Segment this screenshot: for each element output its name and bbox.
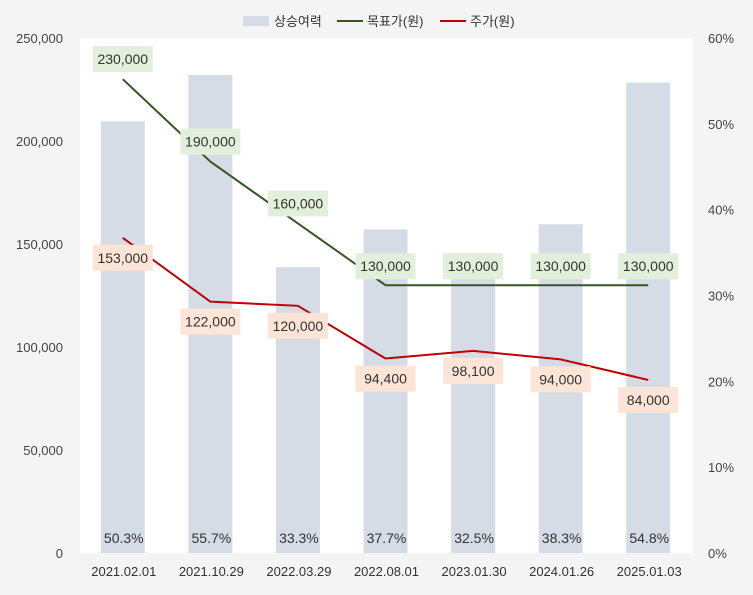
right-tick-label: 30% bbox=[708, 289, 734, 304]
target-price-label-bg bbox=[92, 46, 153, 73]
target-price-label: 130,000 bbox=[530, 253, 591, 280]
category-label: 2022.03.29 bbox=[266, 564, 331, 579]
stock-price-label-text: 94,400 bbox=[364, 371, 407, 387]
stock-price-label-text: 98,100 bbox=[452, 363, 495, 379]
target-price-label-text: 130,000 bbox=[535, 258, 586, 274]
stock-price-label-bg bbox=[267, 312, 328, 339]
stock-price-label: 153,000 bbox=[92, 244, 153, 271]
pct-label: 54.8% bbox=[629, 530, 669, 546]
stock-price-label: 122,000 bbox=[180, 308, 241, 335]
stock-price-label-bg bbox=[443, 357, 504, 384]
target-price-label: 190,000 bbox=[180, 128, 241, 155]
target-price-label: 160,000 bbox=[267, 190, 328, 217]
pct-label: 33.3% bbox=[279, 530, 319, 546]
stock-price-label: 120,000 bbox=[267, 312, 328, 339]
left-tick-label: 250,000 bbox=[16, 31, 63, 46]
bar-2022.03.29 bbox=[275, 267, 320, 553]
category-label: 2022.08.01 bbox=[354, 564, 419, 579]
line-series bbox=[122, 78, 649, 381]
target-price-label: 130,000 bbox=[355, 253, 416, 280]
stock-price-label-bg bbox=[92, 244, 153, 271]
stock-price-label: 98,100 bbox=[443, 357, 504, 384]
legend-label: 상승여력 bbox=[274, 14, 322, 29]
right-tick-label: 20% bbox=[708, 374, 734, 389]
stock-price-label: 94,000 bbox=[530, 366, 591, 393]
target-price-label-bg bbox=[355, 253, 416, 280]
stock-price-label-bg bbox=[618, 386, 679, 413]
stock-price-line bbox=[122, 237, 649, 381]
data-labels: 50.3% 55.7% 33.3% 37.7% 32.5% 38.3% 54.8% 230,0… bbox=[92, 46, 679, 546]
right-tick-label: 60% bbox=[708, 31, 734, 46]
legend-swatch-bar bbox=[243, 16, 269, 26]
target-price-label-text: 230,000 bbox=[97, 51, 148, 67]
target-price-label: 130,000 bbox=[443, 253, 504, 280]
stock-price-label-text: 122,000 bbox=[185, 314, 236, 330]
category-label: 2023.01.30 bbox=[442, 564, 507, 579]
category-label: 2024.01.26 bbox=[529, 564, 594, 579]
left-tick-label: 100,000 bbox=[16, 340, 63, 355]
left-tick-label: 50,000 bbox=[23, 443, 63, 458]
pct-label: 38.3% bbox=[542, 530, 582, 546]
target-price-label-bg bbox=[180, 128, 241, 155]
stock-price-label-bg bbox=[530, 366, 591, 393]
bar-2021.02.01 bbox=[100, 121, 145, 553]
stock-price-label-text: 120,000 bbox=[273, 318, 324, 334]
pct-label: 55.7% bbox=[192, 530, 232, 546]
target-price-label-text: 130,000 bbox=[623, 258, 674, 274]
left-tick-label: 200,000 bbox=[16, 134, 63, 149]
target-price-line bbox=[122, 78, 649, 287]
pct-label: 37.7% bbox=[367, 530, 407, 546]
category-label: 2021.10.29 bbox=[179, 564, 244, 579]
target-price-label-text: 160,000 bbox=[273, 195, 324, 211]
stock-price-label: 84,000 bbox=[618, 386, 679, 413]
target-price-label-bg bbox=[443, 253, 504, 280]
category-label: 2025.01.03 bbox=[617, 564, 682, 579]
stock-price-label-bg bbox=[180, 308, 241, 335]
pct-label: 50.3% bbox=[104, 530, 144, 546]
target-price-label-text: 130,000 bbox=[360, 258, 411, 274]
target-price-label-bg bbox=[530, 253, 591, 280]
category-label: 2021.02.01 bbox=[91, 564, 156, 579]
x-axis: 2021.02.01 2021.10.29 2022.03.29 2022.08.01… bbox=[91, 564, 682, 579]
target-price-label-text: 130,000 bbox=[448, 258, 499, 274]
target-price-label: 230,000 bbox=[92, 46, 153, 73]
stock-price-label-bg bbox=[355, 365, 416, 392]
target-price-label-bg bbox=[618, 253, 679, 280]
left-axis: 0 50,000 100,000 150,000 200,000 250,000 bbox=[16, 31, 63, 561]
legend: 상승여력 목표가(원) 주가(원) bbox=[243, 14, 515, 29]
bar-2025.01.03 bbox=[626, 82, 671, 553]
legend-label: 주가(원) bbox=[470, 14, 515, 29]
right-tick-label: 50% bbox=[708, 117, 734, 132]
right-axis: 0% 10% 20% 30% 40% 50% 60% bbox=[708, 31, 734, 561]
target-price-label-text: 190,000 bbox=[185, 134, 236, 150]
pct-label: 32.5% bbox=[454, 530, 494, 546]
right-tick-label: 40% bbox=[708, 203, 734, 218]
left-tick-label: 150,000 bbox=[16, 237, 63, 252]
target-price-label-bg bbox=[267, 190, 328, 217]
left-tick-label: 0 bbox=[56, 546, 63, 561]
right-tick-label: 0% bbox=[708, 546, 727, 561]
stock-price-label-text: 94,000 bbox=[539, 371, 582, 387]
stock-price-label: 94,400 bbox=[355, 365, 416, 392]
stock-price-label-text: 84,000 bbox=[627, 392, 670, 408]
stock-price-label-text: 153,000 bbox=[97, 250, 148, 266]
legend-label: 목표가(원) bbox=[367, 14, 424, 29]
target-price-label: 130,000 bbox=[618, 253, 679, 280]
right-tick-label: 10% bbox=[708, 460, 734, 475]
bar-2023.01.30 bbox=[451, 274, 496, 553]
